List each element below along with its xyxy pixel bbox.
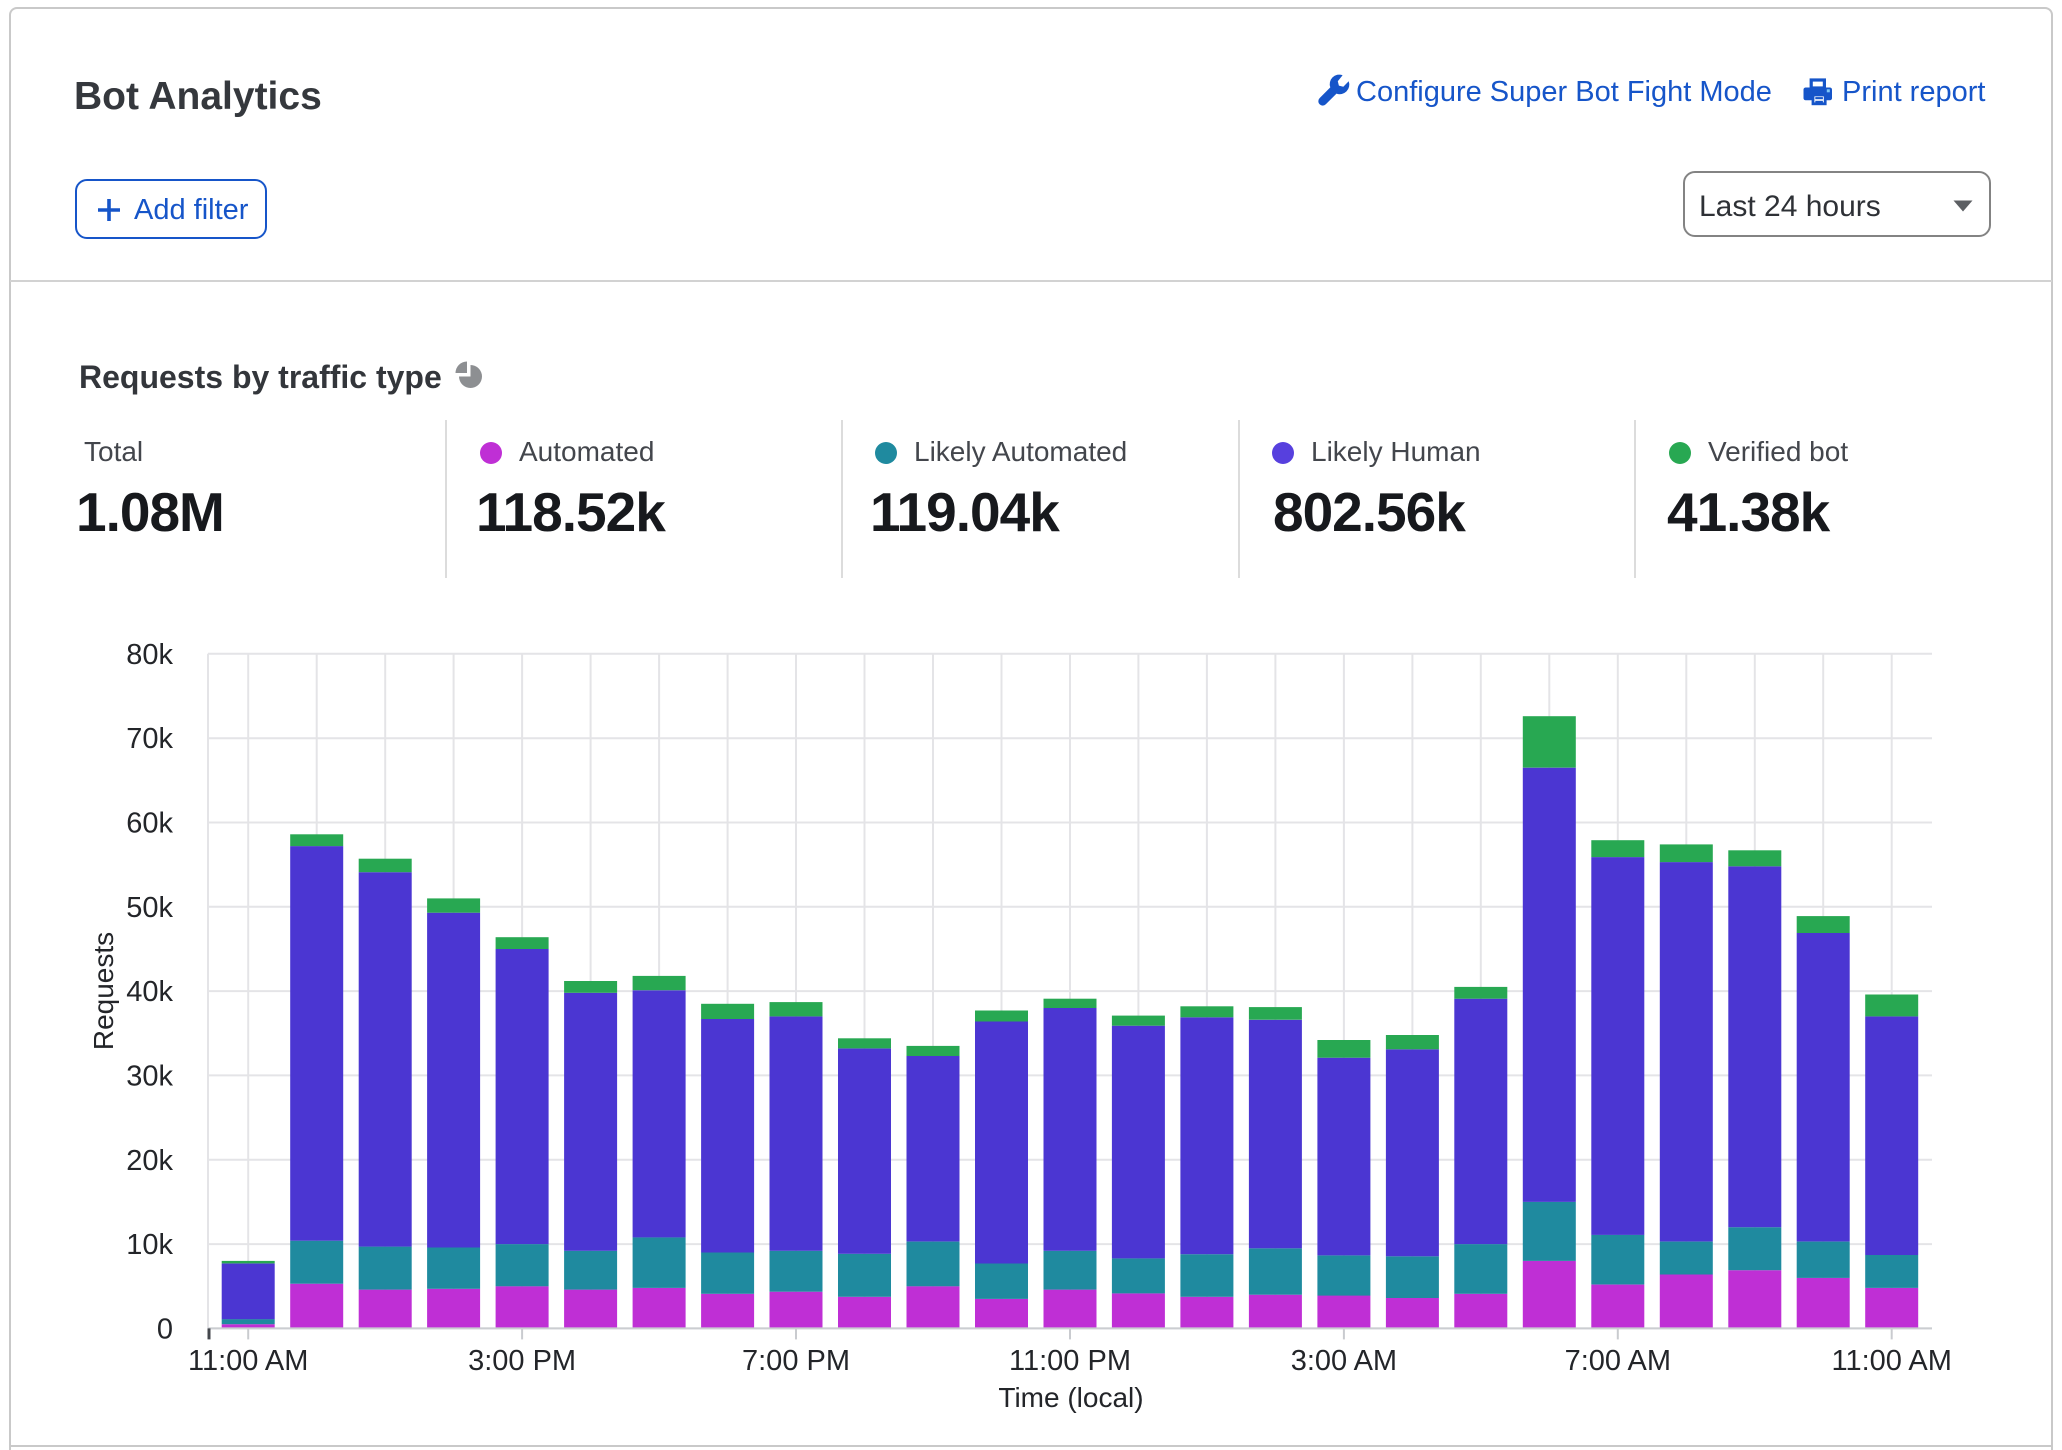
svg-text:Requests: Requests <box>88 932 119 1050</box>
svg-text:80k: 80k <box>126 639 173 671</box>
svg-text:60k: 60k <box>126 808 173 840</box>
svg-text:10k: 10k <box>126 1229 173 1261</box>
svg-text:3:00 AM: 3:00 AM <box>1291 1345 1397 1377</box>
svg-text:Time (local): Time (local) <box>998 1382 1143 1413</box>
svg-text:70k: 70k <box>126 723 173 755</box>
svg-text:11:00 AM: 11:00 AM <box>1832 1345 1952 1377</box>
svg-text:0: 0 <box>157 1313 173 1345</box>
svg-text:7:00 PM: 7:00 PM <box>742 1345 850 1377</box>
svg-text:30k: 30k <box>126 1060 173 1092</box>
svg-text:11:00 AM: 11:00 AM <box>188 1345 308 1377</box>
svg-text:7:00 AM: 7:00 AM <box>1565 1345 1671 1377</box>
svg-text:3:00 PM: 3:00 PM <box>468 1345 576 1377</box>
svg-text:40k: 40k <box>126 976 173 1008</box>
svg-text:20k: 20k <box>126 1145 173 1177</box>
svg-text:50k: 50k <box>126 892 173 924</box>
svg-text:11:00 PM: 11:00 PM <box>1009 1345 1131 1377</box>
